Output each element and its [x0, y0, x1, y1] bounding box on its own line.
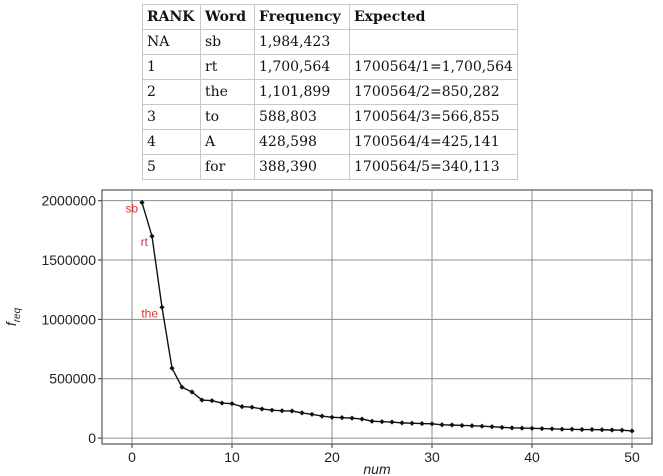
- data-point: [589, 426, 595, 433]
- data-point: [379, 419, 385, 425]
- y-tick-label: 2000000: [41, 193, 96, 209]
- y-tick-label: 500000: [49, 371, 96, 387]
- data-point: [609, 427, 615, 433]
- data-point: [409, 420, 415, 426]
- data-point: [489, 424, 495, 430]
- y-axis-title-subscript: req: [12, 307, 23, 322]
- y-tick-label: 1500000: [41, 252, 96, 268]
- cell-expected: 1700564/1=1,700,564: [349, 54, 518, 80]
- data-point: [569, 426, 575, 432]
- plot-frame: [101, 189, 653, 445]
- x-tick-label: 30: [424, 449, 440, 465]
- data-point: [369, 418, 375, 424]
- y-axis-title-main: f: [3, 320, 19, 326]
- y-tick-label: 0: [88, 430, 96, 446]
- data-point: [309, 411, 315, 417]
- header-rank: RANK: [142, 4, 201, 30]
- y-axis-title: freq: [3, 307, 23, 326]
- cell-frequency: 388,390: [254, 154, 350, 180]
- frequency-table: RANK Word Frequency Expected NA sb 1,984…: [142, 4, 518, 180]
- x-axis-title: num: [363, 461, 391, 476]
- x-tick-label: 20: [324, 449, 340, 465]
- x-tick-label: 40: [524, 449, 540, 465]
- data-point: [539, 425, 545, 432]
- data-point: [339, 415, 345, 421]
- point-label-sb: sb: [125, 202, 138, 216]
- data-point: [199, 397, 205, 403]
- table-row: 4 A 428,598 1700564/4=425,141: [142, 129, 518, 155]
- data-point: [149, 233, 155, 239]
- cell-expected: 1700564/4=425,141: [349, 129, 518, 155]
- table-header-row: RANK Word Frequency Expected: [142, 4, 518, 30]
- data-point: [469, 423, 475, 429]
- data-point: [239, 404, 245, 410]
- cell-word: rt: [200, 54, 255, 80]
- data-point: [299, 410, 305, 416]
- data-point: [269, 407, 275, 413]
- data-point: [399, 420, 405, 426]
- x-tick-label: 10: [224, 449, 240, 465]
- cell-expected: 1700564/3=566,855: [349, 104, 518, 130]
- x-tick-label: 50: [624, 449, 640, 465]
- data-point: [349, 415, 355, 421]
- data-point: [209, 398, 215, 404]
- table-row: 5 for 388,390 1700564/5=340,113: [142, 154, 518, 180]
- frequency-table-container: RANK Word Frequency Expected NA sb 1,984…: [142, 4, 518, 180]
- data-point: [449, 422, 455, 428]
- data-point: [629, 428, 635, 434]
- data-point: [529, 425, 535, 431]
- data-point: [259, 406, 265, 412]
- data-point: [189, 389, 195, 395]
- cell-frequency: 1,101,899: [254, 79, 350, 105]
- data-point: [429, 421, 435, 427]
- data-point: [499, 424, 505, 430]
- data-point: [289, 408, 295, 414]
- data-point: [159, 304, 165, 310]
- cell-frequency: 428,598: [254, 129, 350, 155]
- header-expected: Expected: [349, 4, 518, 30]
- data-point: [519, 425, 525, 431]
- data-point: [319, 413, 325, 419]
- data-point: [249, 404, 255, 410]
- cell-rank: 3: [142, 104, 201, 130]
- cell-word: to: [200, 104, 255, 130]
- header-word: Word: [200, 4, 255, 30]
- cell-rank: 2: [142, 79, 201, 105]
- data-point: [479, 423, 485, 429]
- data-point: [169, 365, 175, 371]
- cell-frequency: 1,700,564: [254, 54, 350, 80]
- table-row: 1 rt 1,700,564 1700564/1=1,700,564: [142, 54, 518, 80]
- data-point: [389, 419, 395, 425]
- data-point: [229, 401, 235, 407]
- data-point: [219, 400, 225, 406]
- y-tick-label: 1000000: [41, 311, 96, 327]
- cell-frequency: 1,984,423: [254, 29, 350, 55]
- data-point: [619, 427, 625, 433]
- cell-expected: 1700564/2=850,282: [349, 79, 518, 105]
- data-point: [139, 199, 145, 206]
- data-point: [559, 426, 565, 432]
- data-point: [579, 426, 585, 433]
- data-point: [459, 422, 465, 429]
- data-point: [549, 426, 555, 432]
- data-point: [599, 427, 605, 433]
- data-point: [419, 420, 425, 427]
- data-point: [509, 425, 515, 431]
- table-row: NA sb 1,984,423: [142, 29, 518, 55]
- x-tick-label: 0: [128, 449, 136, 465]
- data-point: [279, 408, 285, 414]
- cell-rank: 5: [142, 154, 201, 180]
- cell-expected: [349, 29, 518, 55]
- point-label-rt: rt: [141, 235, 149, 249]
- data-point: [179, 384, 185, 390]
- data-point: [329, 414, 335, 420]
- data-point: [439, 422, 445, 428]
- data-point: [359, 416, 365, 422]
- point-label-the: the: [141, 306, 158, 320]
- cell-expected: 1700564/5=340,113: [349, 154, 518, 180]
